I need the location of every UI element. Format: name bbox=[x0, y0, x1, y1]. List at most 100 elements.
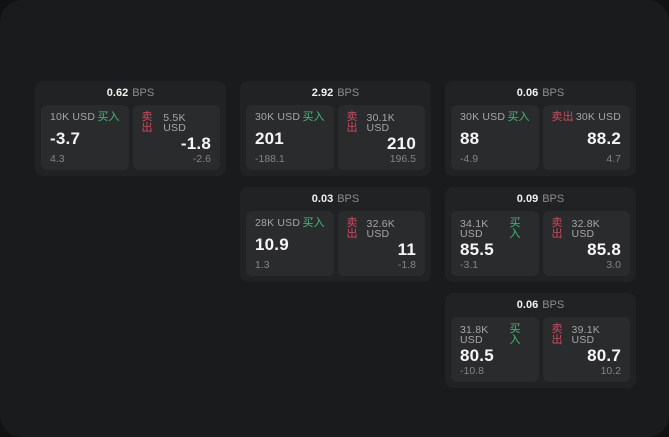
sell-size-label: 30K USD bbox=[575, 111, 621, 124]
buy-price: 88 bbox=[460, 128, 480, 148]
sell-quote-panel[interactable]: 卖出 5.5K USD -1.8 -2.6 bbox=[132, 105, 220, 170]
buy-action-label[interactable]: 买入 bbox=[507, 111, 530, 123]
sell-action-label[interactable]: 卖出 bbox=[551, 111, 574, 123]
buy-delta: -10.8 bbox=[460, 364, 484, 377]
buy-price: -3.7 bbox=[50, 128, 81, 148]
buy-panel-header: 28K USD 买入 bbox=[255, 218, 325, 229]
sell-delta: -1.8 bbox=[397, 258, 416, 271]
buy-delta: -4.9 bbox=[460, 152, 479, 165]
spread-value: 0.06 bbox=[516, 299, 539, 311]
sell-price: 88.2 bbox=[587, 128, 621, 148]
spread-value: 2.92 bbox=[311, 87, 334, 99]
buy-panel-header: 10K USD 买入 bbox=[50, 112, 120, 123]
quote-panels: 34.1K USD 买入 85.5 -3.1 卖出 32.8K USD 85.8… bbox=[445, 208, 636, 282]
buy-delta: 1.3 bbox=[255, 258, 270, 271]
buy-size-label: 10K USD bbox=[50, 111, 96, 124]
quote-panels: 31.8K USD 买入 80.5 -10.8 卖出 39.1K USD 80.… bbox=[445, 314, 636, 388]
sell-price: 85.8 bbox=[587, 240, 621, 260]
buy-size-label: 30K USD bbox=[255, 111, 301, 124]
quote-card: 0.06 BPS 30K USD 买入 88 -4.9 卖出 30K USD 8… bbox=[445, 81, 636, 176]
buy-quote-panel[interactable]: 30K USD 买入 201 -188.1 bbox=[246, 105, 334, 170]
buy-delta: -3.1 bbox=[460, 258, 479, 271]
buy-size-label: 31.8K USD bbox=[460, 323, 489, 346]
spread-header: 0.06 BPS bbox=[445, 293, 636, 314]
buy-action-label[interactable]: 买入 bbox=[302, 111, 325, 123]
buy-price: 85.5 bbox=[460, 240, 494, 260]
spread-unit-label: BPS bbox=[132, 87, 155, 99]
buy-size-label: 30K USD bbox=[460, 111, 506, 124]
buy-panel-header: 30K USD 买入 bbox=[460, 112, 530, 123]
spread-header: 0.03 BPS bbox=[240, 187, 431, 208]
quote-card: 0.06 BPS 31.8K USD 买入 80.5 -10.8 卖出 39.1… bbox=[445, 293, 636, 388]
buy-panel-header: 31.8K USD 买入 bbox=[460, 324, 530, 346]
buy-size-label: 28K USD bbox=[255, 217, 301, 230]
sell-action-label[interactable]: 卖出 bbox=[346, 111, 358, 134]
quote-panels: 30K USD 买入 201 -188.1 卖出 30.1K USD 210 1… bbox=[240, 102, 431, 176]
sell-size-label: 5.5K USD bbox=[163, 111, 187, 134]
buy-panel-header: 30K USD 买入 bbox=[255, 112, 325, 123]
sell-delta: 3.0 bbox=[606, 258, 621, 271]
buy-delta: -188.1 bbox=[255, 152, 285, 165]
sell-delta: 10.2 bbox=[600, 364, 621, 377]
spread-unit-label: BPS bbox=[542, 299, 565, 311]
sell-size-label: 32.6K USD bbox=[366, 217, 395, 240]
sell-action-label[interactable]: 卖出 bbox=[551, 217, 563, 240]
spread-value: 0.06 bbox=[516, 87, 539, 99]
sell-panel-header: 卖出 32.8K USD bbox=[552, 218, 622, 240]
sell-panel-header: 卖出 39.1K USD bbox=[552, 324, 622, 346]
quote-panels: 28K USD 买入 10.9 1.3 卖出 32.6K USD 11 -1.8 bbox=[240, 208, 431, 282]
sell-delta: 196.5 bbox=[389, 152, 416, 165]
quote-panels: 30K USD 买入 88 -4.9 卖出 30K USD 88.2 4.7 bbox=[445, 102, 636, 176]
sell-quote-panel[interactable]: 卖出 32.8K USD 85.8 3.0 bbox=[542, 211, 630, 276]
buy-action-label[interactable]: 买入 bbox=[509, 323, 521, 346]
spread-header: 0.09 BPS bbox=[445, 187, 636, 208]
sell-panel-header: 卖出 32.6K USD bbox=[347, 218, 417, 240]
spread-header: 0.62 BPS bbox=[35, 81, 226, 102]
buy-action-label[interactable]: 买入 bbox=[509, 217, 521, 240]
sell-price: 80.7 bbox=[587, 346, 621, 366]
sell-delta: 4.7 bbox=[606, 152, 621, 165]
sell-action-label[interactable]: 卖出 bbox=[551, 323, 563, 346]
buy-quote-panel[interactable]: 30K USD 买入 88 -4.9 bbox=[451, 105, 539, 170]
sell-delta: -2.6 bbox=[192, 152, 211, 165]
buy-quote-panel[interactable]: 31.8K USD 买入 80.5 -10.8 bbox=[451, 317, 539, 382]
buy-quote-panel[interactable]: 28K USD 买入 10.9 1.3 bbox=[246, 211, 334, 276]
sell-price: 11 bbox=[397, 240, 416, 260]
buy-action-label[interactable]: 买入 bbox=[302, 217, 325, 229]
quote-panels: 10K USD 买入 -3.7 4.3 卖出 5.5K USD -1.8 -2.… bbox=[35, 102, 226, 176]
buy-size-label: 34.1K USD bbox=[460, 217, 489, 240]
spread-header: 2.92 BPS bbox=[240, 81, 431, 102]
sell-quote-panel[interactable]: 卖出 30K USD 88.2 4.7 bbox=[542, 105, 630, 170]
buy-action-label[interactable]: 买入 bbox=[97, 111, 120, 123]
quote-card: 0.09 BPS 34.1K USD 买入 85.5 -3.1 卖出 32.8K… bbox=[445, 187, 636, 282]
sell-quote-panel[interactable]: 卖出 32.6K USD 11 -1.8 bbox=[337, 211, 425, 276]
sell-quote-panel[interactable]: 卖出 39.1K USD 80.7 10.2 bbox=[542, 317, 630, 382]
sell-panel-header: 卖出 5.5K USD bbox=[142, 112, 212, 134]
spread-unit-label: BPS bbox=[542, 193, 565, 205]
sell-price: 210 bbox=[387, 134, 416, 154]
spread-unit-label: BPS bbox=[337, 193, 360, 205]
quote-card: 2.92 BPS 30K USD 买入 201 -188.1 卖出 30.1K … bbox=[240, 81, 431, 176]
buy-delta: 4.3 bbox=[50, 152, 65, 165]
sell-panel-header: 卖出 30K USD bbox=[552, 112, 622, 123]
sell-action-label[interactable]: 卖出 bbox=[346, 217, 358, 240]
sell-size-label: 32.8K USD bbox=[571, 217, 600, 240]
spread-value: 0.03 bbox=[311, 193, 334, 205]
buy-price: 10.9 bbox=[255, 234, 289, 254]
quote-card: 0.62 BPS 10K USD 买入 -3.7 4.3 卖出 5.5K USD… bbox=[35, 81, 226, 176]
sell-size-label: 39.1K USD bbox=[571, 323, 600, 346]
sell-panel-header: 卖出 30.1K USD bbox=[347, 112, 417, 134]
buy-quote-panel[interactable]: 34.1K USD 买入 85.5 -3.1 bbox=[451, 211, 539, 276]
spread-value: 0.09 bbox=[516, 193, 539, 205]
spread-header: 0.06 BPS bbox=[445, 81, 636, 102]
quote-card: 0.03 BPS 28K USD 买入 10.9 1.3 卖出 32.6K US… bbox=[240, 187, 431, 282]
spread-unit-label: BPS bbox=[542, 87, 565, 99]
sell-price: -1.8 bbox=[180, 134, 211, 154]
buy-panel-header: 34.1K USD 买入 bbox=[460, 218, 530, 240]
sell-action-label[interactable]: 卖出 bbox=[141, 111, 153, 134]
buy-quote-panel[interactable]: 10K USD 买入 -3.7 4.3 bbox=[41, 105, 129, 170]
buy-price: 80.5 bbox=[460, 346, 494, 366]
sell-quote-panel[interactable]: 卖出 30.1K USD 210 196.5 bbox=[337, 105, 425, 170]
buy-price: 201 bbox=[255, 128, 284, 148]
